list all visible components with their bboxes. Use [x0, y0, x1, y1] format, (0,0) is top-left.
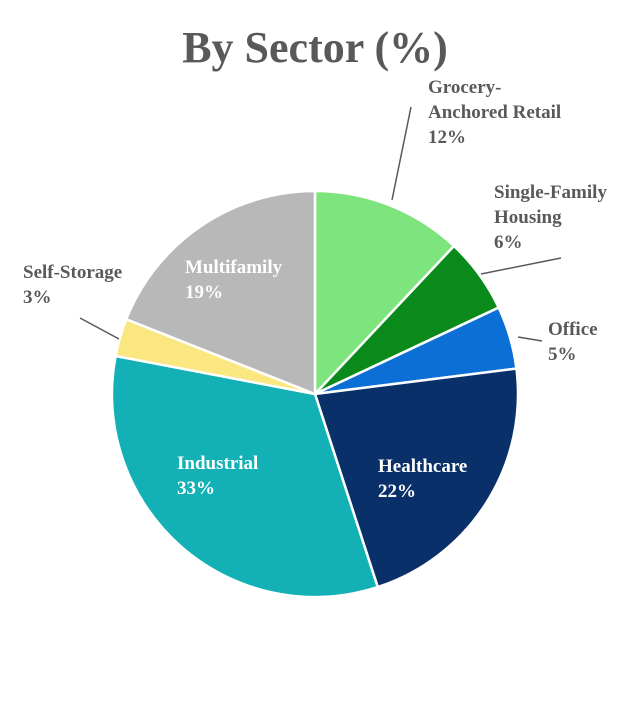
slice-name-label: Grocery- — [428, 77, 502, 98]
slice-name-label: Office — [548, 319, 598, 340]
slice-value-label: 33% — [177, 478, 215, 499]
slice-value-label: 22% — [378, 481, 416, 502]
slice-name-label: Anchored Retail — [428, 102, 561, 123]
slice-value-label: 6% — [494, 232, 523, 253]
leader-line-self-storage — [79, 317, 120, 340]
slice-value-label: 12% — [428, 127, 466, 148]
slice-label-multifamily: Multifamily 19% — [185, 257, 283, 303]
slice-name-label: Housing — [494, 207, 562, 228]
pie-slice-industrial — [110, 354, 380, 599]
slice-value-label: 19% — [185, 282, 223, 303]
slice-value-label: 5% — [548, 344, 577, 365]
slice-name-label: Multifamily — [185, 257, 283, 278]
pie-slice-healthcare — [313, 367, 520, 589]
slice-name-label: Single-Family — [494, 182, 607, 203]
slice-label-self-storage: Self-Storage 3% — [23, 262, 122, 308]
slice-labels: Grocery- Anchored Retail 12% Single-Family H… — [23, 77, 607, 502]
slice-name-label: Healthcare — [378, 456, 467, 477]
leader-line-office — [517, 336, 543, 342]
slice-name-label: Industrial — [177, 453, 258, 474]
leader-line-single-family-housing — [480, 257, 562, 275]
slice-name-label: Self-Storage — [23, 262, 122, 283]
leader-line-grocery-anchored-retail — [391, 106, 412, 201]
pie-slices — [110, 189, 520, 599]
slice-label-single-family-housing: Single-Family Housing 6% — [494, 182, 607, 253]
slice-label-healthcare: Healthcare 22% — [378, 456, 467, 502]
slice-label-industrial: Industrial 33% — [177, 453, 258, 499]
leader-lines — [79, 106, 562, 342]
slice-label-office: Office 5% — [548, 319, 598, 365]
pie-slice-grocery-anchored-retail — [313, 189, 456, 398]
slice-value-label: 3% — [23, 287, 52, 308]
chart-title: By Sector (%) — [182, 23, 448, 72]
slice-label-grocery-anchored-retail: Grocery- Anchored Retail 12% — [428, 77, 561, 148]
pie-slice-multifamily — [124, 189, 317, 396]
